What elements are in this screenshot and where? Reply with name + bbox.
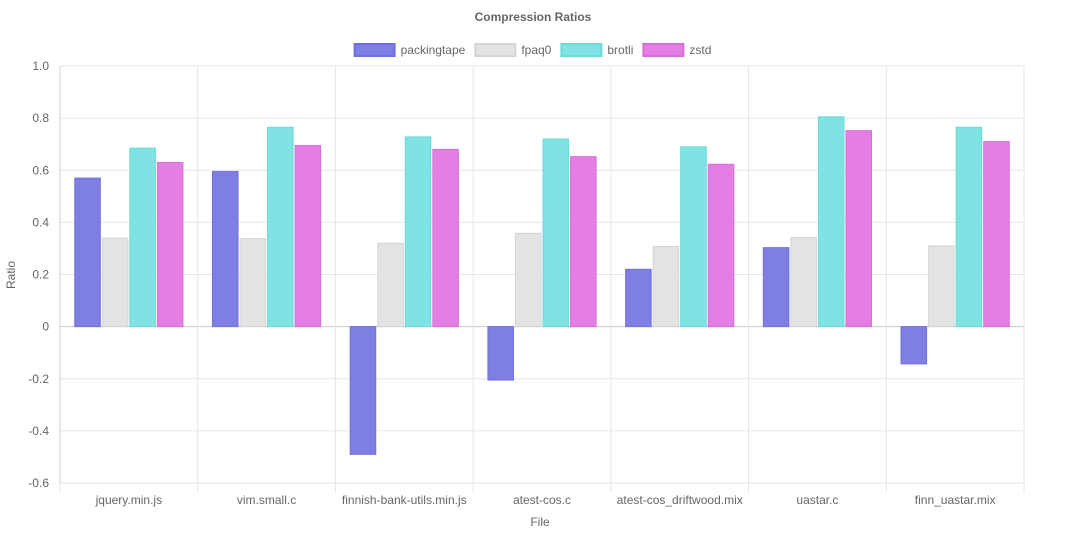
y-tick-label: -0.6: [28, 476, 49, 490]
bar-brotli[interactable]: [817, 116, 845, 328]
bar-brotli[interactable]: [542, 138, 570, 328]
gridlines: [59, 65, 1025, 493]
y-tick-label: 0: [42, 320, 49, 334]
bar-fpaq0[interactable]: [101, 237, 129, 328]
y-tick-label: 0.4: [32, 215, 49, 229]
bar-packingtape[interactable]: [762, 247, 790, 328]
bars: [74, 116, 1010, 455]
legend-item-packingtape[interactable]: packingtape: [353, 43, 466, 57]
bar-fpaq0[interactable]: [790, 236, 817, 328]
axes: 1.0 0.8 0.6 0.4 0.2 0 -0.2 -0.4 -0.6 jquery.min.j…: [28, 59, 995, 507]
bar-fpaq0[interactable]: [928, 245, 955, 328]
legend-item-zstd[interactable]: zstd: [642, 43, 711, 57]
bar-brotli[interactable]: [680, 146, 707, 328]
y-tick-label: 0.6: [32, 163, 49, 177]
y-tick-label: -0.2: [28, 372, 49, 386]
y-tick-label: 0.2: [32, 268, 49, 282]
bar-packingtape[interactable]: [211, 171, 239, 328]
chart-title: Compression Ratios: [475, 10, 592, 24]
x-tick-label: finnish-bank-utils.min.js: [342, 493, 467, 507]
legend-label: brotli: [607, 43, 633, 57]
bar-brotli[interactable]: [404, 136, 432, 328]
bar-packingtape[interactable]: [349, 326, 377, 455]
bar-zstd[interactable]: [845, 130, 873, 328]
bar-brotli[interactable]: [129, 147, 156, 328]
bar-zstd[interactable]: [570, 156, 597, 328]
x-tick-label: uastar.c: [796, 493, 838, 507]
legend-item-fpaq0[interactable]: fpaq0: [474, 43, 552, 57]
bar-zstd[interactable]: [294, 144, 322, 328]
bar-zstd[interactable]: [707, 163, 735, 328]
legend-label: zstd: [689, 43, 711, 57]
legend-label: packingtape: [401, 43, 466, 57]
bar-fpaq0[interactable]: [377, 242, 404, 328]
bar-packingtape[interactable]: [625, 268, 652, 328]
bar-fpaq0[interactable]: [652, 245, 680, 328]
legend: packingtape fpaq0 brotli zstd: [353, 43, 711, 57]
x-tick-label: atest-cos.c: [513, 493, 571, 507]
bar-zstd[interactable]: [156, 161, 184, 328]
legend-swatch: [474, 43, 517, 57]
bar-fpaq0[interactable]: [239, 238, 267, 328]
x-tick-label: finn_uastar.mix: [915, 493, 996, 507]
bar-zstd[interactable]: [983, 141, 1010, 328]
x-axis-label: File: [530, 515, 550, 529]
bar-brotli[interactable]: [955, 126, 983, 328]
y-tick-label: 0.8: [32, 111, 49, 125]
bar-packingtape[interactable]: [487, 326, 514, 381]
bar-brotli[interactable]: [267, 126, 294, 328]
legend-swatch: [353, 43, 396, 57]
y-tick-label: 1.0: [32, 59, 49, 73]
y-axis-label: Ratio: [4, 261, 18, 289]
bar-packingtape[interactable]: [900, 326, 928, 365]
bar-zstd[interactable]: [432, 148, 459, 328]
legend-swatch: [560, 43, 603, 57]
x-tick-label: atest-cos_driftwood.mix: [617, 493, 743, 507]
x-tick-label: jquery.min.js: [95, 493, 162, 507]
x-tick-label: vim.small.c: [237, 493, 296, 507]
bar-packingtape[interactable]: [74, 177, 101, 328]
legend-label: fpaq0: [521, 43, 551, 57]
bar-fpaq0[interactable]: [514, 232, 542, 328]
legend-item-brotli[interactable]: brotli: [560, 43, 633, 57]
y-tick-label: -0.4: [28, 424, 49, 438]
legend-swatch: [642, 43, 685, 57]
